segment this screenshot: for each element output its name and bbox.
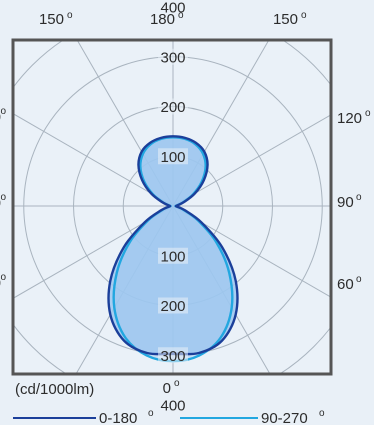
degree-mark: o (301, 10, 307, 21)
radial-tick-label: 300 (158, 347, 188, 365)
degree-mark-left-upper: o (0, 106, 6, 117)
degree-mark-left-middle: o (0, 192, 6, 203)
radial-tick-label: 300 (158, 48, 188, 66)
radial-tick-label: 400 (158, 397, 188, 415)
radial-tick-bg (158, 0, 188, 15)
degree-mark: o (365, 108, 371, 119)
grid-ray (172, 114, 331, 207)
angle-label-left-lower: 60 (0, 275, 1, 292)
radial-tick-label: 400 (158, 0, 188, 17)
radial-tick-label: 100 (158, 148, 188, 166)
radial-tick-bg (158, 297, 188, 314)
plot-frame (11, 38, 333, 376)
angle-label-bottom: 0 (163, 380, 171, 397)
angle-label-top-right: 150 (273, 11, 298, 28)
radial-tick-text: 100 (160, 248, 185, 265)
grid-ray (13, 205, 174, 299)
degree-mark: o (148, 408, 154, 419)
radial-tick-label: 200 (158, 297, 188, 315)
radial-tick-text: 300 (160, 49, 185, 66)
radial-tick-bg (158, 247, 188, 264)
radial-tick-text: 300 (160, 348, 185, 365)
radial-tick-label: 100 (158, 247, 188, 265)
legend-label-0-180: 0-180 (99, 410, 137, 425)
degree-mark: o (174, 378, 180, 389)
degree-mark: o (67, 10, 73, 21)
angle-label-left-middle: 90 (0, 195, 1, 212)
series-fill-0-180 (108, 136, 238, 355)
grid-ray (13, 113, 174, 207)
intensity-curves (107, 135, 239, 363)
angle-label-right-upper: 120 (337, 110, 362, 127)
radial-tick-label: 200 (158, 98, 188, 116)
radial-tick-bg (158, 48, 188, 65)
angle-label-right-lower: 60 (337, 276, 354, 293)
radial-tick-text: 400 (160, 398, 185, 415)
radial-tick-text: 200 (160, 99, 185, 116)
radial-tick-bg (158, 397, 188, 413)
radial-tick-text: 100 (160, 149, 185, 166)
radial-tick-bg (158, 347, 188, 364)
radial-tick-labels: 100 100 200 200 300 300 400 400 (158, 0, 188, 415)
series-line-0-180 (107, 135, 239, 356)
radial-tick-text: 400 (160, 0, 185, 17)
angle-label-top-left: 150 (39, 11, 64, 28)
degree-mark: o (319, 408, 325, 419)
grid-ray (172, 205, 331, 298)
legend-label-90-270: 90-270 (261, 410, 308, 425)
degree-mark: o (356, 192, 362, 203)
angle-label-top: 180 (150, 11, 175, 28)
radial-tick-bg (158, 98, 188, 115)
degree-mark: o (356, 274, 362, 285)
radial-tick-bg (158, 148, 188, 165)
angle-label-right-middle: 90 (337, 194, 354, 211)
radial-tick-text: 200 (160, 298, 185, 315)
degree-mark: o (178, 10, 184, 21)
units-label: (cd/1000lm) (15, 381, 94, 398)
angle-label-left-upper: 120 (0, 109, 1, 126)
degree-mark-left-lower: o (0, 272, 6, 283)
